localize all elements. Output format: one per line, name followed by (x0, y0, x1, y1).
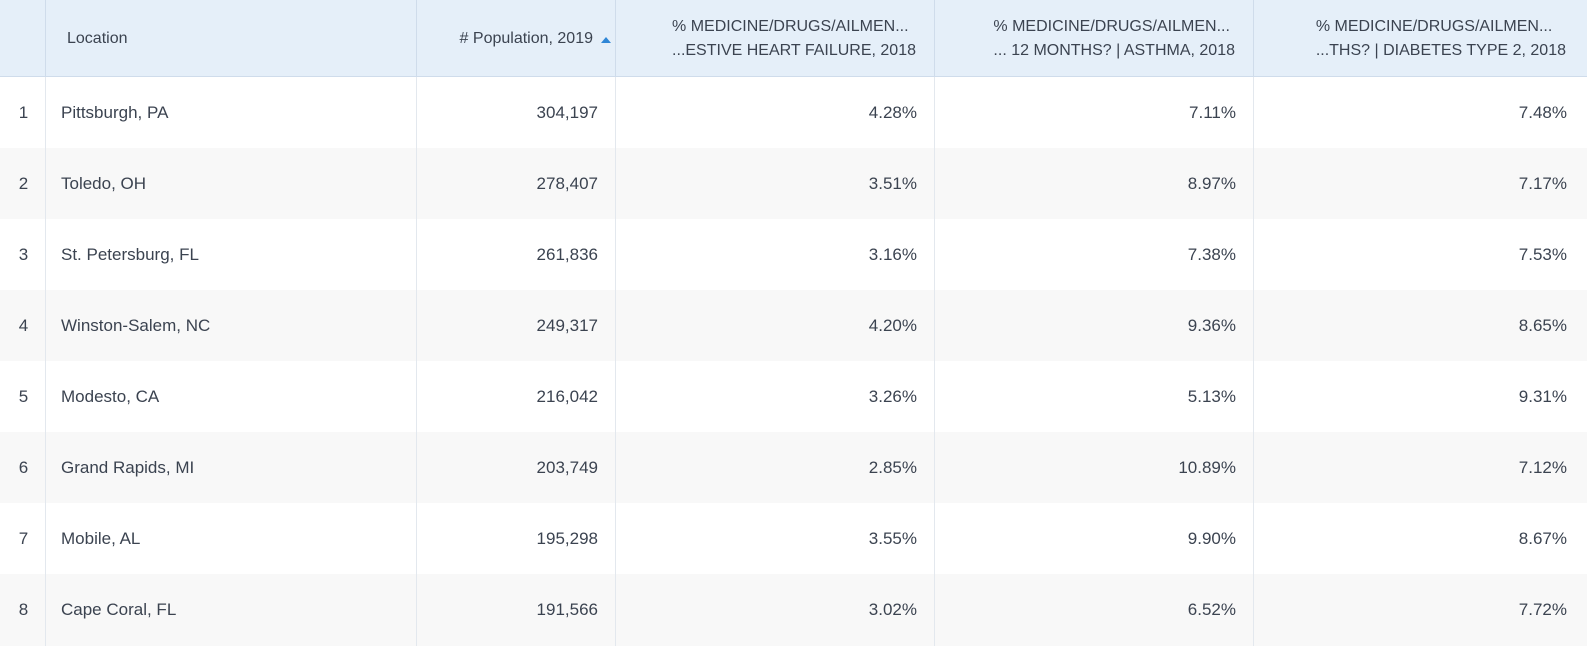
asthma-cell: 7.38% (935, 219, 1254, 290)
row-index: 6 (0, 432, 46, 503)
table-row[interactable]: 3 St. Petersburg, FL 261,836 3.16% 7.38%… (0, 219, 1587, 290)
location-cell: Mobile, AL (46, 503, 417, 574)
row-index: 2 (0, 148, 46, 219)
location-cell: Toledo, OH (46, 148, 417, 219)
row-index: 3 (0, 219, 46, 290)
header-location-label: Location (67, 29, 128, 47)
header-heart-failure-line1: % MEDICINE/DRUGS/AILMEN... (672, 17, 909, 35)
header-asthma[interactable]: % MEDICINE/DRUGS/AILMEN... ... 12 MONTHS… (935, 0, 1254, 77)
diabetes-cell: 7.53% (1518, 244, 1567, 264)
header-location[interactable]: Location (46, 0, 417, 77)
population-cell: 304,197 (417, 77, 616, 148)
header-diabetes[interactable]: % MEDICINE/DRUGS/AILMEN... ...THS? | DIA… (1254, 0, 1587, 77)
table-row[interactable]: 2 Toledo, OH 278,407 3.51% 8.97% 7.17% (0, 148, 1587, 219)
table-row[interactable]: 8 Cape Coral, FL 191,566 3.02% 6.52% 7.7… (0, 574, 1587, 646)
diabetes-cell: 9.31% (1518, 386, 1567, 406)
population-cell: 261,836 (417, 219, 616, 290)
asthma-cell: 10.89% (935, 432, 1254, 503)
header-asthma-line2: ... 12 MONTHS? | ASTHMA, 2018 (993, 41, 1235, 59)
asthma-cell: 6.52% (935, 574, 1254, 646)
heart-failure-cell: 4.28% (616, 77, 935, 148)
diabetes-cell: 7.12% (1518, 457, 1567, 477)
diabetes-cell: 8.65% (1518, 315, 1567, 335)
table-header: Location # Population, 2019 % MEDICINE/D… (0, 0, 1587, 77)
header-asthma-line1: % MEDICINE/DRUGS/AILMEN... (993, 17, 1230, 35)
row-index: 7 (0, 503, 46, 574)
location-cell: Grand Rapids, MI (46, 432, 417, 503)
location-cell: Winston-Salem, NC (46, 290, 417, 361)
header-heart-failure-line2: ...ESTIVE HEART FAILURE, 2018 (672, 41, 916, 59)
location-cell: Cape Coral, FL (46, 574, 417, 646)
diabetes-cell: 7.48% (1518, 102, 1567, 122)
location-cell: Pittsburgh, PA (46, 77, 417, 148)
row-index: 8 (0, 574, 46, 646)
heart-failure-cell: 3.55% (616, 503, 935, 574)
diabetes-cell: 8.67% (1518, 528, 1567, 548)
population-cell: 249,317 (417, 290, 616, 361)
heart-failure-cell: 3.02% (616, 574, 935, 646)
row-index: 4 (0, 290, 46, 361)
table-row[interactable]: 5 Modesto, CA 216,042 3.26% 5.13% 9.31% (0, 361, 1587, 432)
population-cell: 195,298 (417, 503, 616, 574)
asthma-cell: 8.97% (935, 148, 1254, 219)
header-index (0, 0, 46, 77)
population-cell: 191,566 (417, 574, 616, 646)
asthma-cell: 9.36% (935, 290, 1254, 361)
location-cell: Modesto, CA (46, 361, 417, 432)
heart-failure-cell: 3.51% (616, 148, 935, 219)
asthma-cell: 7.11% (935, 77, 1254, 148)
asthma-cell: 5.13% (935, 361, 1254, 432)
asthma-cell: 9.90% (935, 503, 1254, 574)
table-row[interactable]: 6 Grand Rapids, MI 203,749 2.85% 10.89% … (0, 432, 1587, 503)
table-row[interactable]: 7 Mobile, AL 195,298 3.55% 9.90% 8.67% (0, 503, 1587, 574)
header-population[interactable]: # Population, 2019 (417, 0, 616, 77)
table-row[interactable]: 4 Winston-Salem, NC 249,317 4.20% 9.36% … (0, 290, 1587, 361)
row-index: 5 (0, 361, 46, 432)
header-diabetes-line2: ...THS? | DIABETES TYPE 2, 2018 (1315, 41, 1566, 59)
sort-ascending-icon[interactable] (601, 36, 611, 43)
population-cell: 278,407 (417, 148, 616, 219)
heart-failure-cell: 3.16% (616, 219, 935, 290)
row-index: 1 (0, 77, 46, 148)
heart-failure-cell: 2.85% (616, 432, 935, 503)
header-diabetes-line1: % MEDICINE/DRUGS/AILMEN... (1315, 17, 1553, 35)
diabetes-cell: 7.72% (1518, 600, 1567, 619)
table-row[interactable]: 1 Pittsburgh, PA 304,197 4.28% 7.11% 7.4… (0, 77, 1587, 148)
location-cell: St. Petersburg, FL (46, 219, 417, 290)
header-population-label: # Population, 2019 (459, 29, 593, 47)
population-cell: 216,042 (417, 361, 616, 432)
heart-failure-cell: 4.20% (616, 290, 935, 361)
diabetes-cell: 7.17% (1518, 173, 1567, 193)
heart-failure-cell: 3.26% (616, 361, 935, 432)
population-cell: 203,749 (417, 432, 616, 503)
header-heart-failure[interactable]: % MEDICINE/DRUGS/AILMEN... ...ESTIVE HEA… (616, 0, 935, 77)
